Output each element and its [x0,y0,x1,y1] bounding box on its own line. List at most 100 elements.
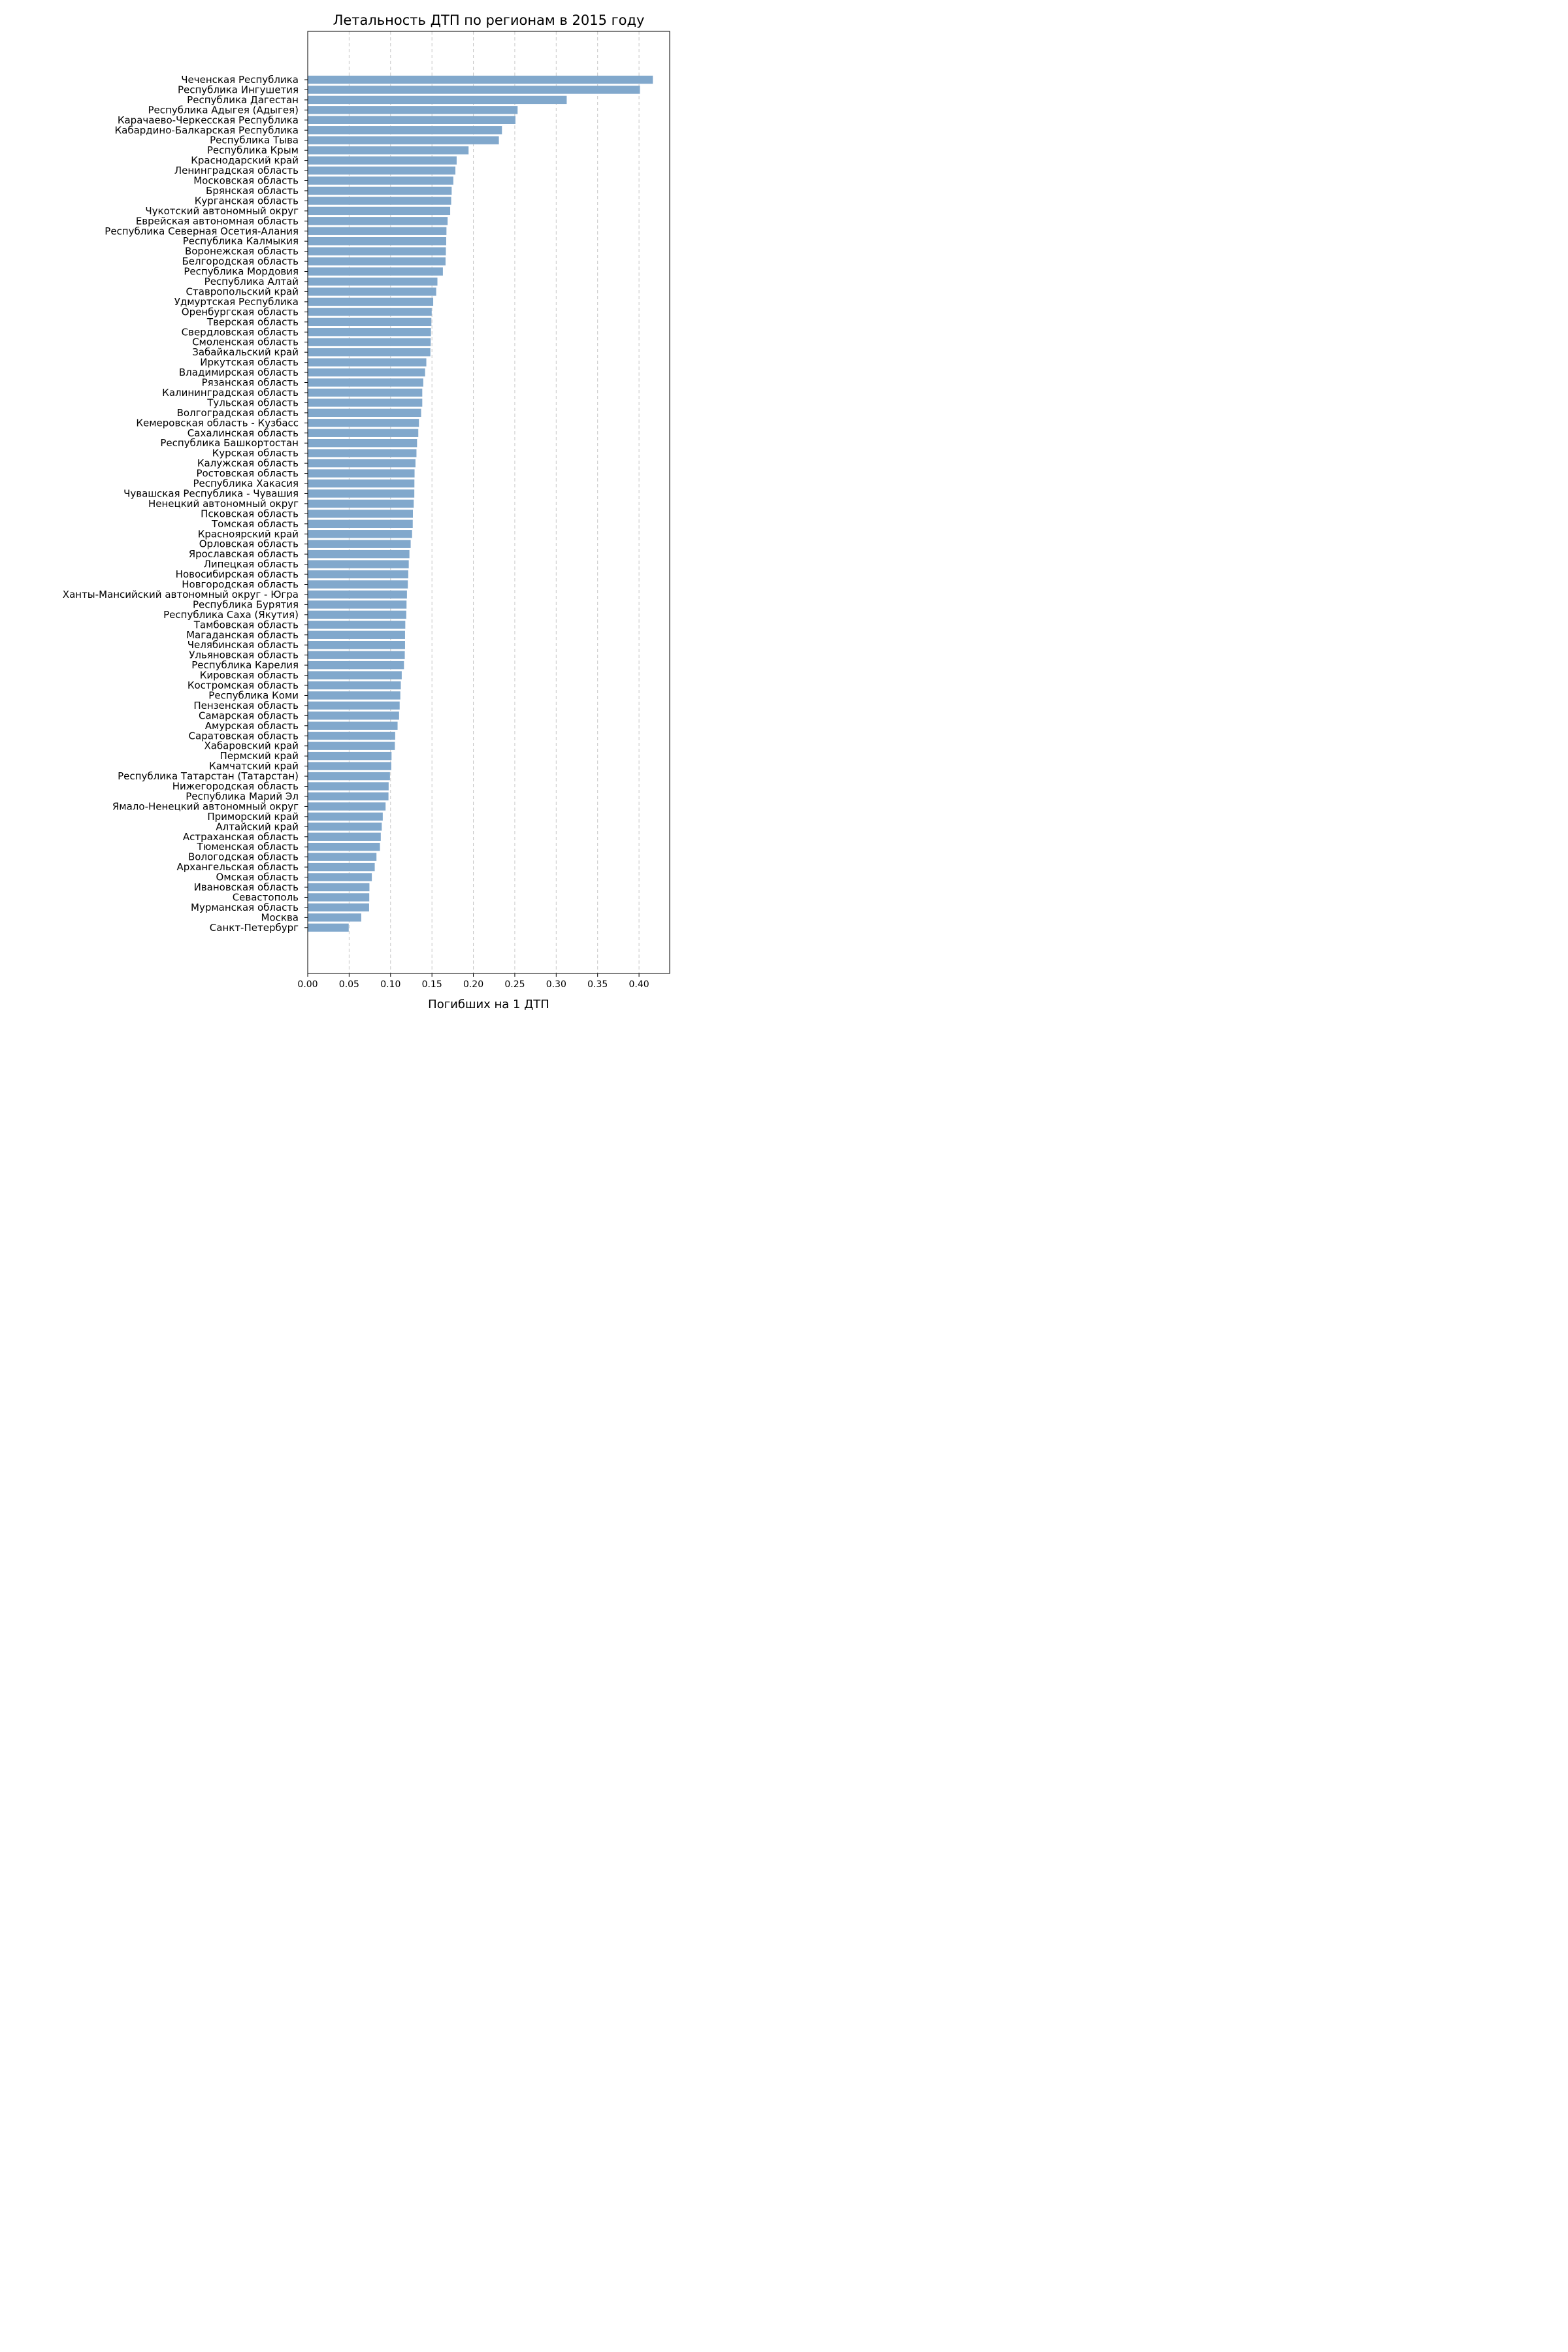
category-label: Республика Карелия [191,659,299,671]
category-label: Брянская область [206,185,299,197]
category-label: Алтайский край [216,821,299,832]
bar [308,782,389,791]
bar [308,549,410,559]
category-label: Республика Ингушетия [178,84,299,95]
bar [308,641,405,649]
bar [308,540,411,548]
bar [308,419,419,427]
bar [308,388,423,397]
bar [308,136,499,144]
bar [308,257,446,266]
category-label: Курганская область [195,195,299,206]
bar [308,499,414,508]
bars [308,75,653,932]
bar [308,600,407,609]
category-label: Республика Хакасия [193,478,299,489]
bar [308,570,408,579]
x-axis-ticks: 0.00 0.05 0.10 0.15 0.20 0.25 0.30 0.35 0.40 [297,973,649,990]
category-label: Тверская область [206,316,299,328]
bar [308,489,415,498]
category-label: Рязанская область [202,377,299,389]
bar [308,862,375,872]
x-tick-label: 0.30 [546,979,566,990]
chart-title: Летальность ДТП по регионам в 2015 году [333,12,645,28]
category-label: Республика Татарстан (Татарстан) [118,770,299,782]
bar [308,267,443,276]
category-label: Свердловская область [182,326,299,338]
category-label: Красноярский край [198,528,299,540]
category-label: Кемеровская область - Кузбасс [136,417,299,429]
bar [308,197,451,205]
bar [308,681,401,690]
category-label: Орловская область [199,538,299,550]
bar [308,106,518,114]
bar [308,519,413,528]
bar [308,701,400,710]
category-label: Липецкая область [204,559,299,570]
category-label: Амурская область [205,720,299,732]
bar [308,116,515,124]
bar [308,378,423,387]
category-label: Республика Башкортостан [160,437,299,449]
bar [308,318,432,326]
category-label: Тульская область [206,397,299,408]
category-label: Ямало-Ненецкий автономный округ [112,800,299,812]
bar [308,217,448,225]
bar [308,146,469,155]
bar [308,439,417,448]
bar [308,176,453,185]
category-label: Саратовская область [189,730,299,742]
category-label: Камчатский край [209,760,299,772]
category-label: Волгоградская область [177,407,299,419]
bar [308,832,381,841]
bar [308,429,419,437]
category-label: Астраханская область [183,831,299,843]
bar [308,843,380,851]
x-tick-label: 0.25 [504,979,525,990]
x-axis-title: Погибших на 1 ДТП [428,998,549,1011]
bar [308,358,427,367]
category-label: Сахалинская область [188,427,299,439]
x-tick-label: 0.00 [297,979,318,990]
category-label: Архангельская область [176,861,299,873]
category-label: Ненецкий автономный округ [148,498,299,510]
category-label: Республика Саха (Якутия) [163,609,299,621]
category-label: Республика Северная Осетия-Алания [105,225,299,237]
bar [308,903,369,912]
category-label: Севастополь [233,891,299,903]
x-tick-label: 0.40 [629,979,649,990]
bar [308,923,349,932]
bar [308,732,395,740]
bar [308,469,415,478]
bar [308,287,436,296]
category-label: Республика Коми [208,689,299,701]
category-label: Омская область [216,872,299,883]
bar [308,610,406,619]
category-label: Чеченская Республика [181,74,299,86]
category-label: Белгородская область [182,255,299,267]
bar [308,823,382,831]
category-label: Вологодская область [188,851,299,863]
bar [308,368,425,377]
bar [308,762,391,770]
bar [308,297,434,306]
bar [308,792,389,801]
bar [308,206,451,216]
category-label: Республика Мордовия [184,266,299,278]
x-tick-label: 0.15 [422,979,442,990]
bar [308,75,653,84]
bar [308,651,405,659]
category-label: Новосибирская область [176,568,299,580]
bar [308,883,370,892]
bar [308,661,404,670]
x-tick-label: 0.35 [587,979,608,990]
category-label: Тюменская область [197,841,299,853]
category-label: Ленинградская область [174,165,299,176]
category-label: Республика Дагестан [187,94,299,106]
category-label: Ростовская область [196,468,299,480]
category-label: Чувашская Республика - Чувашия [123,487,299,499]
category-label: Владимирская область [179,367,299,378]
category-label: Курская область [212,448,299,459]
